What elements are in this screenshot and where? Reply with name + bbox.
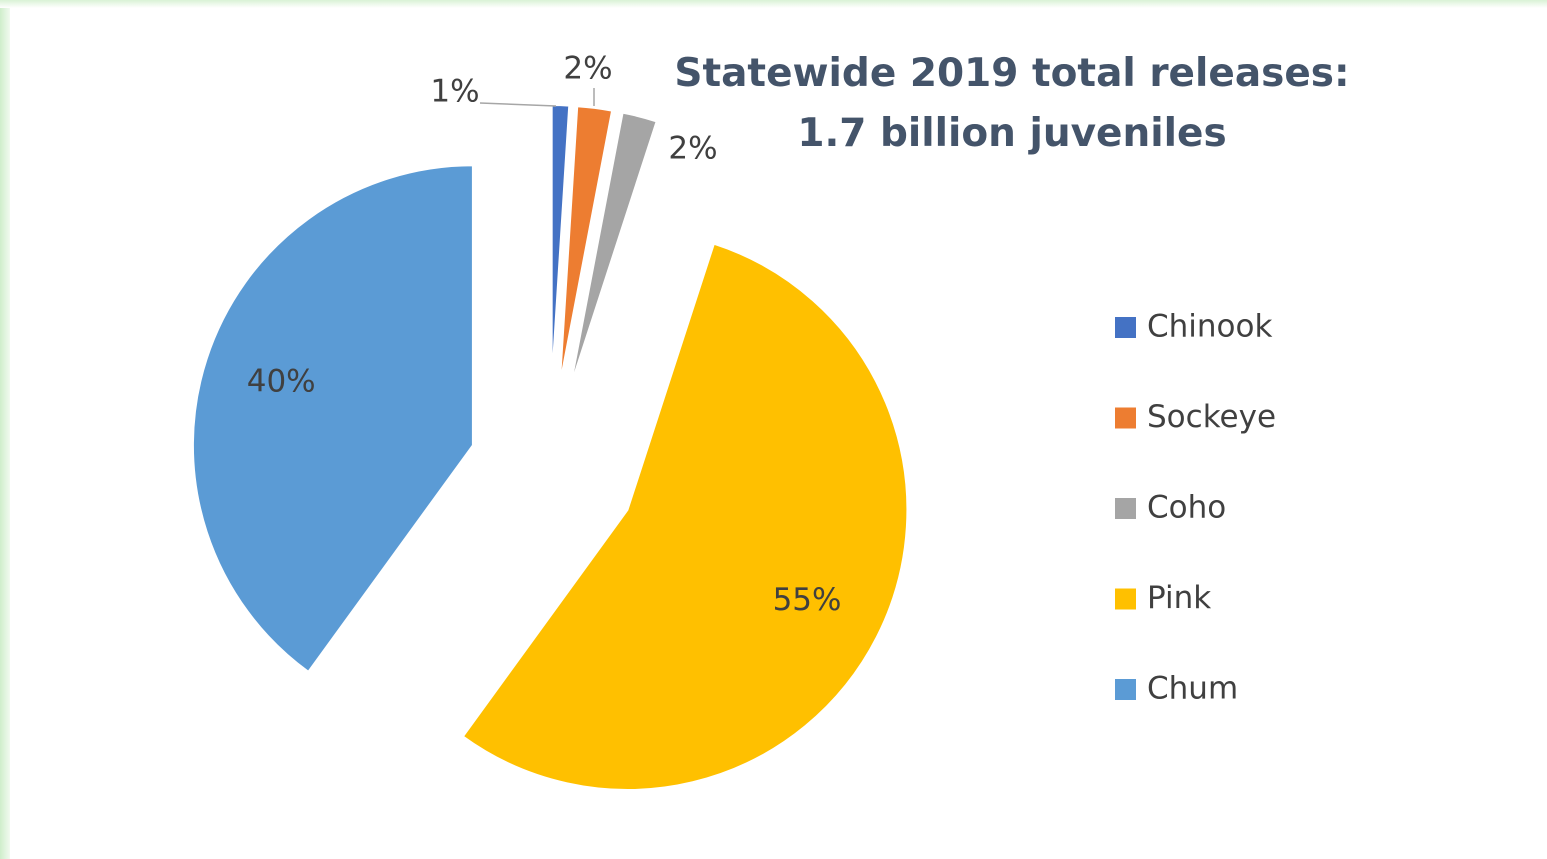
legend-label: Coho — [1147, 490, 1226, 526]
legend-swatch — [1115, 679, 1136, 700]
data-label: 2% — [563, 51, 612, 87]
data-label: 1% — [430, 74, 479, 110]
legend-label: Chinook — [1147, 309, 1272, 345]
data-label: 2% — [668, 131, 717, 167]
legend-swatch — [1115, 498, 1136, 519]
top-band — [0, 0, 1547, 8]
pie-slice — [461, 242, 909, 791]
legend-label: Pink — [1147, 580, 1211, 616]
chart-title: Statewide 2019 total releases: 1.7 billi… — [674, 51, 1350, 156]
legend-swatch — [1115, 317, 1136, 338]
data-label: 40% — [247, 363, 316, 399]
pie-slice — [558, 105, 614, 386]
legend-label: Sockeye — [1147, 399, 1276, 435]
pie-slice — [569, 111, 658, 388]
leader-line — [479, 102, 557, 107]
data-label: 55% — [773, 582, 842, 618]
legend-swatch — [1115, 407, 1136, 429]
legend-swatch — [1115, 588, 1136, 610]
legend-label: Chum — [1147, 671, 1238, 707]
pie-slice — [550, 104, 571, 386]
pie-slice — [191, 164, 474, 674]
